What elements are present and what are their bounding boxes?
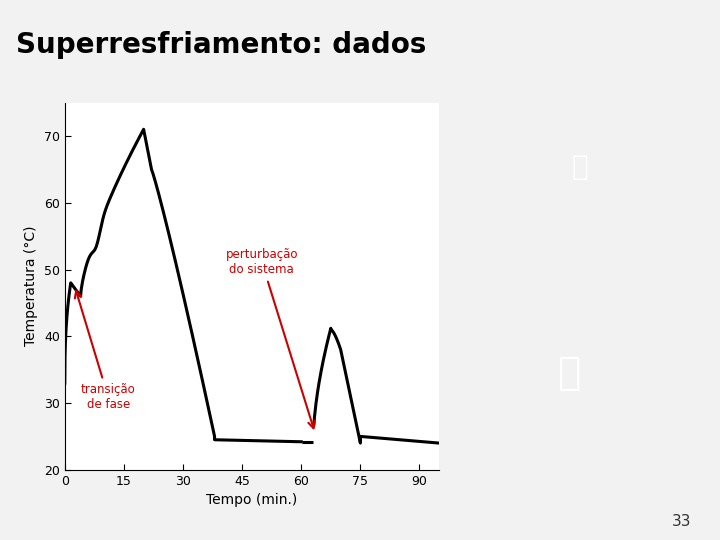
Text: 33: 33 xyxy=(672,514,691,529)
Text: transição
de fase: transição de fase xyxy=(75,291,135,411)
Text: 🧊: 🧊 xyxy=(557,354,580,391)
X-axis label: Tempo (min.): Tempo (min.) xyxy=(207,493,297,507)
Text: perturbação
do sistema: perturbação do sistema xyxy=(225,248,315,428)
Text: Superresfriamento: dados: Superresfriamento: dados xyxy=(16,31,426,59)
Text: 📷: 📷 xyxy=(571,153,588,181)
Y-axis label: Temperatura (°C): Temperatura (°C) xyxy=(24,226,38,347)
